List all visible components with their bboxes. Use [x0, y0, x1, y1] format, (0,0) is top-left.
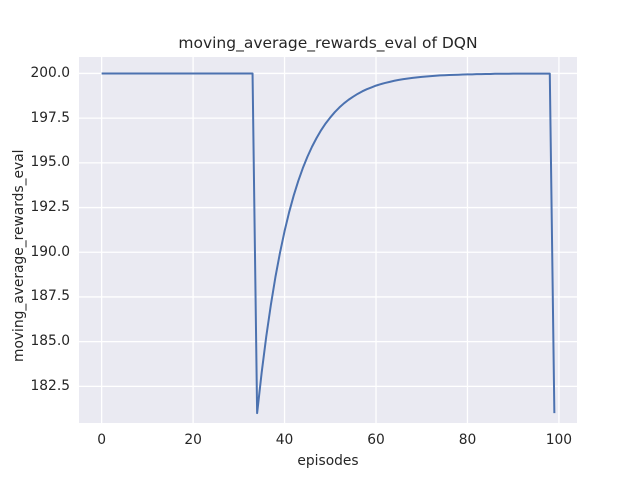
- y-tick-label: 190.0: [30, 243, 71, 260]
- data-line-moving_average_rewards_eval: [101, 72, 556, 415]
- x-tick-label: 20: [184, 432, 202, 448]
- y-tick-label: 185.0: [30, 333, 71, 350]
- x-tick-label: 100: [545, 432, 573, 448]
- axes-background: [79, 57, 577, 423]
- x-axis-label: episodes: [297, 453, 359, 469]
- y-tick-label: 200.0: [30, 64, 71, 81]
- x-tick-label: 80: [458, 432, 477, 448]
- y-tick-label: 187.5: [30, 288, 71, 305]
- y-tick-label: 195.0: [30, 154, 71, 171]
- x-tick-label: 60: [367, 432, 385, 448]
- y-tick-label: 197.5: [30, 109, 71, 126]
- chart-title: moving_average_rewards_eval of DQN: [178, 34, 478, 52]
- y-tick-label: 182.5: [30, 377, 71, 394]
- y-tick-label: 192.5: [30, 199, 71, 216]
- x-tick-label: 40: [275, 432, 294, 448]
- x-tick-label: 0: [97, 432, 107, 448]
